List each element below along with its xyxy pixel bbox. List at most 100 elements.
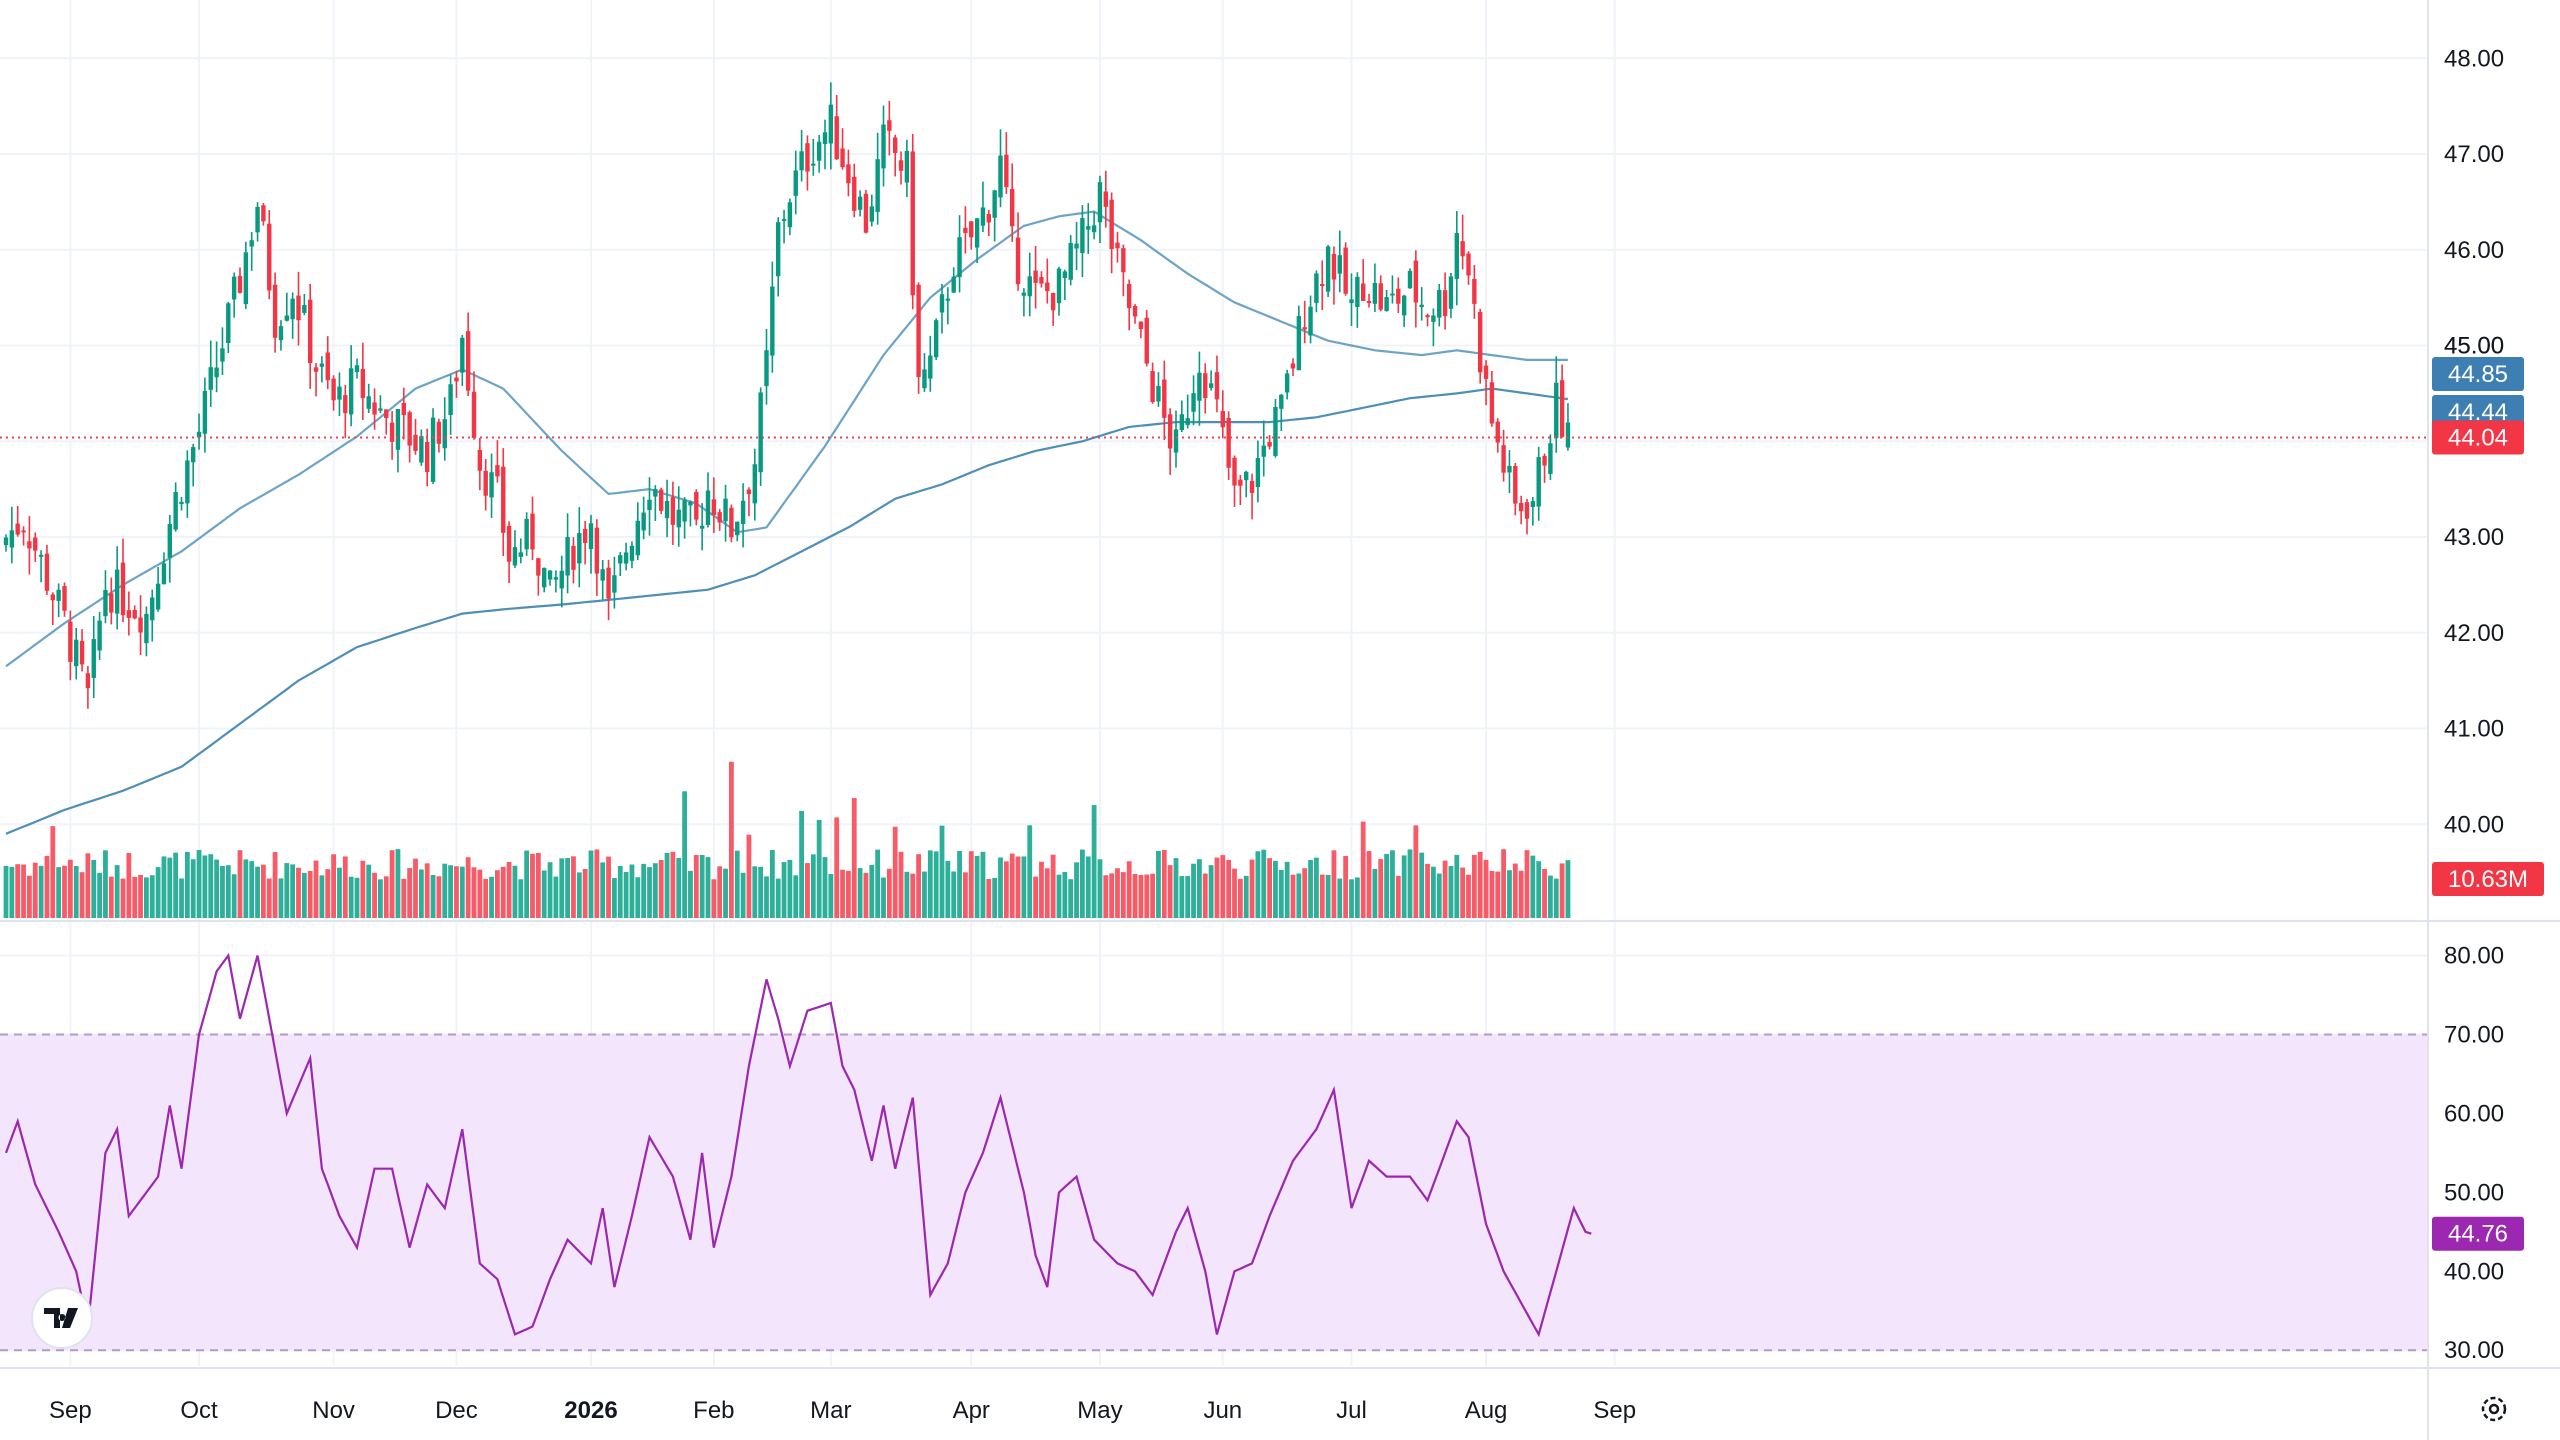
candle-body [1185,418,1190,425]
candle-body [1220,410,1225,428]
last-price-tag: 44.04 [2432,420,2524,455]
volume-bar [875,849,881,918]
volume-bar [699,855,705,918]
volume-bar [483,878,489,918]
volume-bar [898,851,904,918]
time-tick-label: Apr [953,1397,990,1424]
candle-body [261,205,266,222]
time-tick-label: Dec [435,1397,478,1424]
volume-bar [541,870,547,918]
candle-body [1238,479,1243,486]
candle-body [846,164,851,184]
volume-bar [1080,849,1085,918]
volume-bar [530,853,535,918]
volume-bar [1542,868,1547,918]
volume-bar [1512,863,1518,918]
candle-body [1109,199,1114,249]
volume-bar [565,857,570,918]
tradingview-logo-button[interactable] [31,1287,93,1349]
candle-body [1361,283,1366,301]
volume-bar [793,875,799,918]
time-tick-label: Jun [1203,1397,1242,1424]
candle-body [33,537,38,551]
candle-body [659,489,664,511]
volume-bar [1226,859,1232,918]
time-tick-label: Sep [49,1397,92,1424]
volume-bar [44,855,50,918]
volume-bar [688,870,693,918]
volume-bar [1109,873,1115,918]
candle-body [284,315,289,321]
volume-bar [459,866,465,918]
volume-bar [1039,861,1044,918]
candle-body [1179,414,1185,430]
candle-body [1015,237,1021,285]
candle-body [278,326,284,341]
volume-bar [319,875,325,918]
volume-bar [559,858,565,918]
candle-body [559,570,564,589]
volume-bar [974,855,980,918]
candle-body [465,331,471,391]
candle-body [1489,382,1495,424]
time-tick-label: Nov [312,1397,355,1424]
candle-body [1261,445,1266,457]
volume-bar [1273,860,1278,918]
volume-bar [360,860,366,918]
candle-body [1021,292,1027,296]
candle-body [711,499,717,515]
volume-bar [489,876,494,918]
candle-body [922,369,927,389]
candle-body [489,472,494,498]
volume-bar [1518,870,1524,918]
volume-value-tag-background [2432,862,2544,896]
volume-bar [32,862,38,918]
volume-bar [576,872,582,918]
candle-body [1062,271,1068,279]
candle-body [331,378,336,401]
candle-body [1407,270,1413,289]
volume-bar [641,863,647,918]
volume-bar [161,856,167,918]
candle-body [1448,276,1454,309]
candle-body [296,295,301,321]
time-tick-label: 2026 [564,1397,617,1424]
candle-body [758,392,763,473]
candle-body [1337,255,1342,274]
candle-body [1308,306,1313,336]
candle-body [1431,315,1436,322]
candle-body [1091,225,1097,233]
volume-bar [986,879,992,918]
candle-body [1097,182,1103,223]
candle-body [781,218,787,221]
volume-bar [231,874,237,918]
volume-bar [91,859,97,918]
volume-bar [220,865,225,918]
volume-bar [155,867,161,918]
candle-body [717,512,722,523]
candle-body [38,554,44,557]
volume-bar [1425,863,1430,918]
volume-bar [617,865,623,918]
volume-bar [787,859,793,918]
volume-bar [1442,860,1448,918]
volume-bar [378,879,383,918]
volume-bar [278,878,284,918]
settings-button[interactable] [2481,1396,2507,1422]
last-price-tag-background [2432,420,2524,455]
volume-bar [1091,805,1097,918]
candle-body [1548,443,1553,474]
candle-body [1156,385,1161,402]
volume-bar [998,857,1003,918]
candle-body [910,151,915,296]
rsi-tick-label: 60.00 [2444,1100,2504,1127]
candle-body [302,305,307,313]
volume-bar [881,877,886,918]
volume-bar [1150,873,1155,918]
volume-bar [500,866,506,918]
volume-bar [1003,861,1009,918]
candle-body [939,294,945,313]
volume-bar [1343,856,1349,918]
volume-bar [1191,863,1196,918]
